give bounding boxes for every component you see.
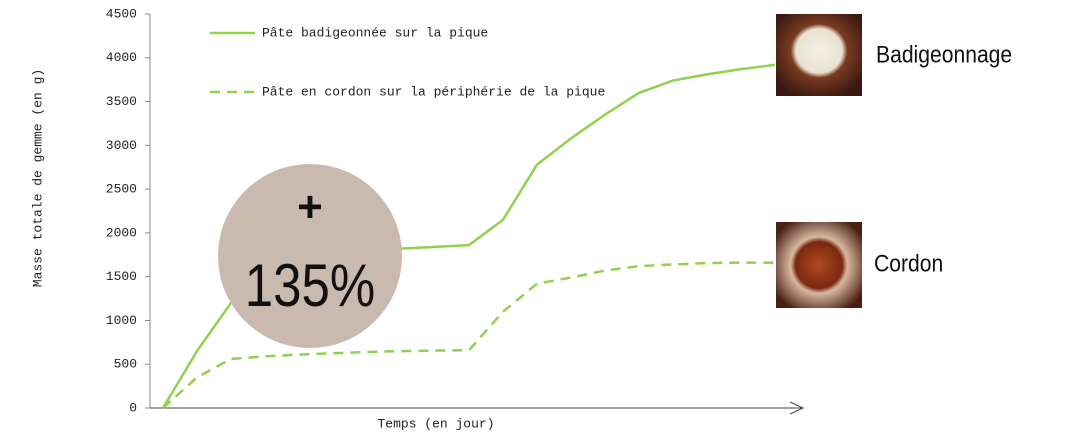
y-tick-label: 0: [129, 400, 137, 415]
y-axis-label: Masse totale de gemme (en g): [30, 69, 45, 287]
y-tick-label: 2500: [106, 182, 137, 197]
photo: [776, 222, 862, 308]
y-tick-label: 500: [114, 357, 137, 372]
y-tick-label: 1500: [106, 269, 137, 284]
legend-label: Pâte badigeonnée sur la pique: [262, 25, 488, 40]
y-tick-label: 2000: [106, 225, 137, 240]
annotation-text: 135%: [245, 252, 375, 319]
image-label: Badigeonnage: [876, 41, 1012, 68]
x-axis-label: Temps (en jour): [377, 416, 494, 431]
y-tick-label: 4500: [106, 6, 137, 21]
y-tick-label: 1000: [106, 313, 137, 328]
annotation-circle: [218, 164, 402, 348]
photo: [776, 14, 862, 96]
y-tick-label: 4000: [106, 50, 137, 65]
axis-arrow: [789, 401, 805, 415]
image-label: Cordon: [874, 250, 943, 277]
y-tick-label: 3500: [106, 94, 137, 109]
annotation-sign: +: [297, 183, 323, 232]
y-tick-label: 3000: [106, 138, 137, 153]
legend-label: Pâte en cordon sur la périphérie de la p…: [262, 84, 605, 99]
